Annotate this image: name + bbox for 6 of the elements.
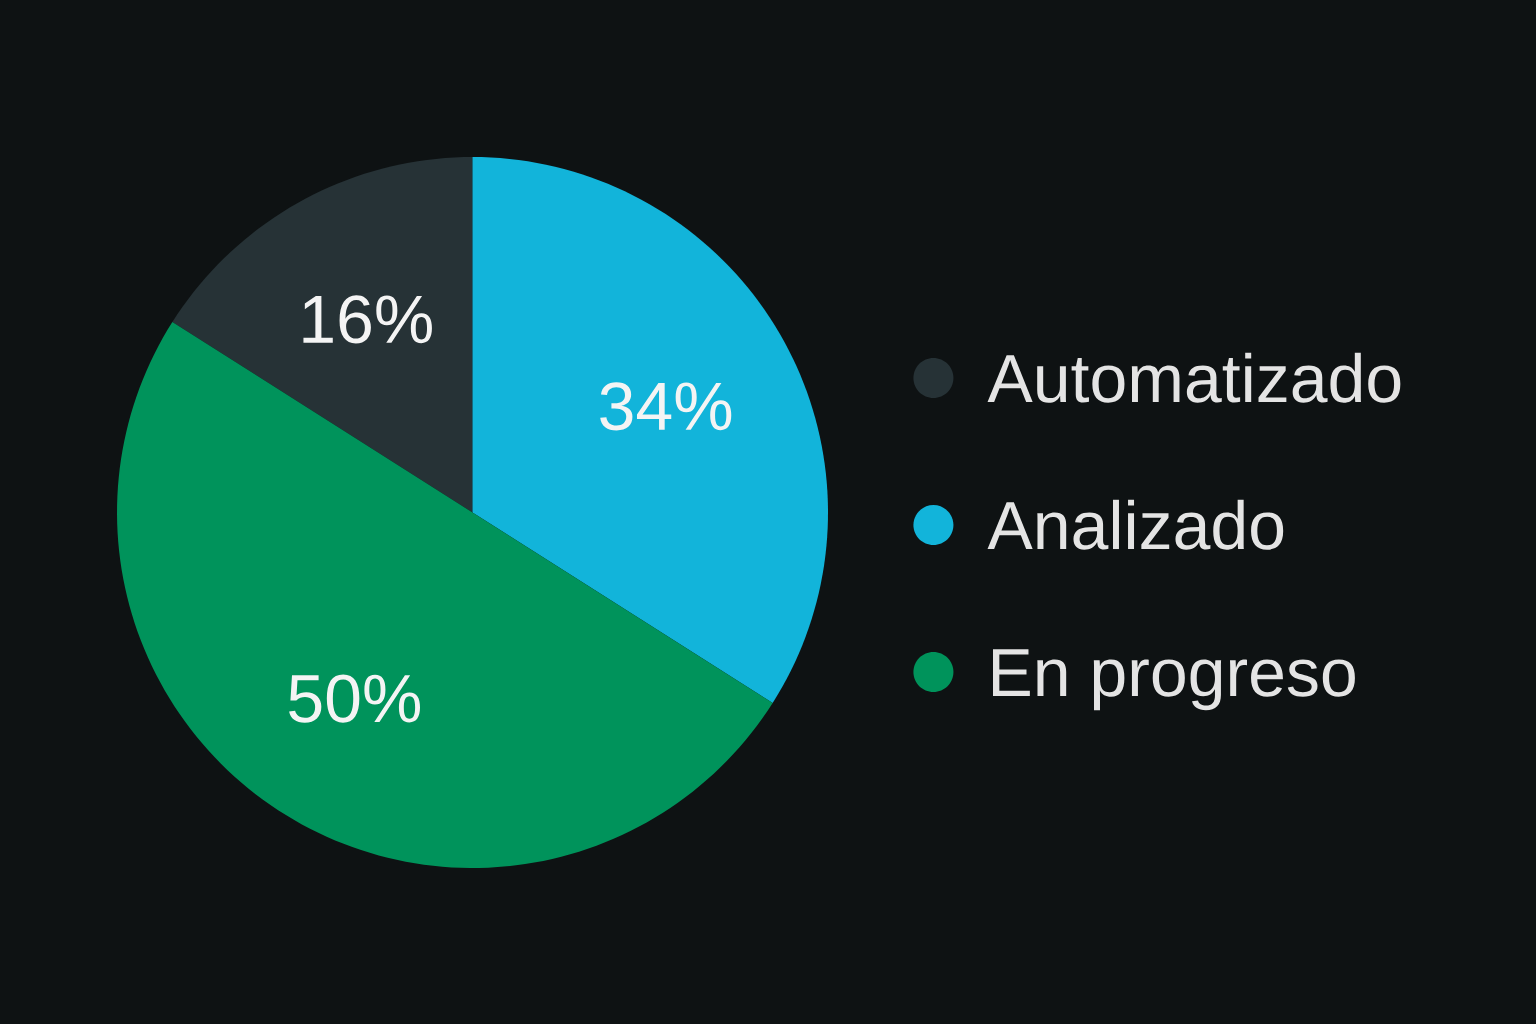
legend-label: En progreso [993,649,1355,711]
data-label: 50% [289,674,420,723]
data-label: 16% [303,295,432,344]
legend-label: Automatizado [987,352,1401,403]
legend-label: Analizado [987,499,1284,550]
data-label: 34% [600,382,732,431]
